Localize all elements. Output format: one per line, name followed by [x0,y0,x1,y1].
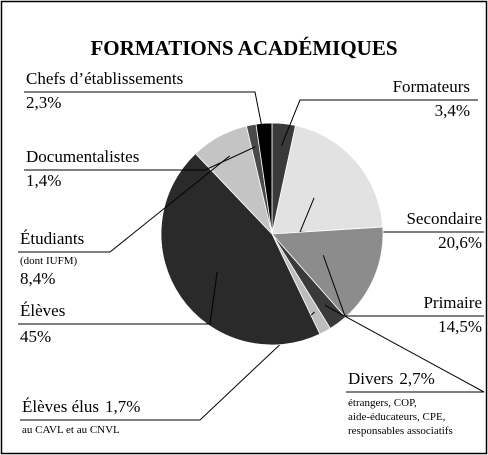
category-name: Chefs d’établissements [26,69,183,88]
category-name: Élèves élus [22,397,99,416]
slice-note: (dont IUFM) [20,255,77,267]
value-label: 2,7% [399,369,434,388]
pie-slice [271,226,384,318]
leader-line [281,99,478,146]
category-name: Élèves [20,301,65,320]
slice-note: étrangers, COP, [348,397,417,409]
pie-slice [271,125,384,235]
slice-note: aide-éducateurs, CPE, [348,411,446,423]
leader-line [24,91,267,146]
slice-label: Formateurs [393,77,470,96]
slice-label: Élèves élus 1,7% [22,397,140,416]
slice-label: Secondaire [406,209,482,228]
slice-note: au CAVL et au CNVL [22,424,120,436]
value-label: 14,5% [438,317,482,336]
leader-line [324,304,485,393]
value-label: 2,3% [26,93,61,112]
slice-label: Primaire [423,293,482,312]
category-name: Primaire [423,293,482,312]
leader-line [18,155,231,253]
leader-line [24,146,256,171]
value-label: 3,4% [435,101,470,120]
slice-note: responsables associatifs [348,425,453,437]
leader-line [18,271,218,325]
chart-title: FORMATIONS ACADÉMIQUES [90,36,397,60]
value-label: 8,4% [20,269,55,288]
leader-line [20,311,315,421]
value-label: 45% [20,327,51,346]
category-name: Secondaire [406,209,482,228]
value-label: 20,6% [438,233,482,252]
value-label: 1,4% [26,171,61,190]
slice-label: Chefs d’établissements [26,69,183,88]
slice-label: Documentalistes [26,147,139,166]
category-name: Divers [348,369,393,388]
category-name: Étudiants [20,229,84,248]
category-name: Formateurs [393,77,470,96]
pie-slice [255,122,273,235]
pie-slice [160,152,321,346]
slice-label: Étudiants [20,229,84,248]
value-label: 1,7% [105,397,140,416]
slice-label: Divers 2,7% [348,369,435,388]
category-name: Documentalistes [26,147,139,166]
slice-label: Élèves [20,301,65,320]
